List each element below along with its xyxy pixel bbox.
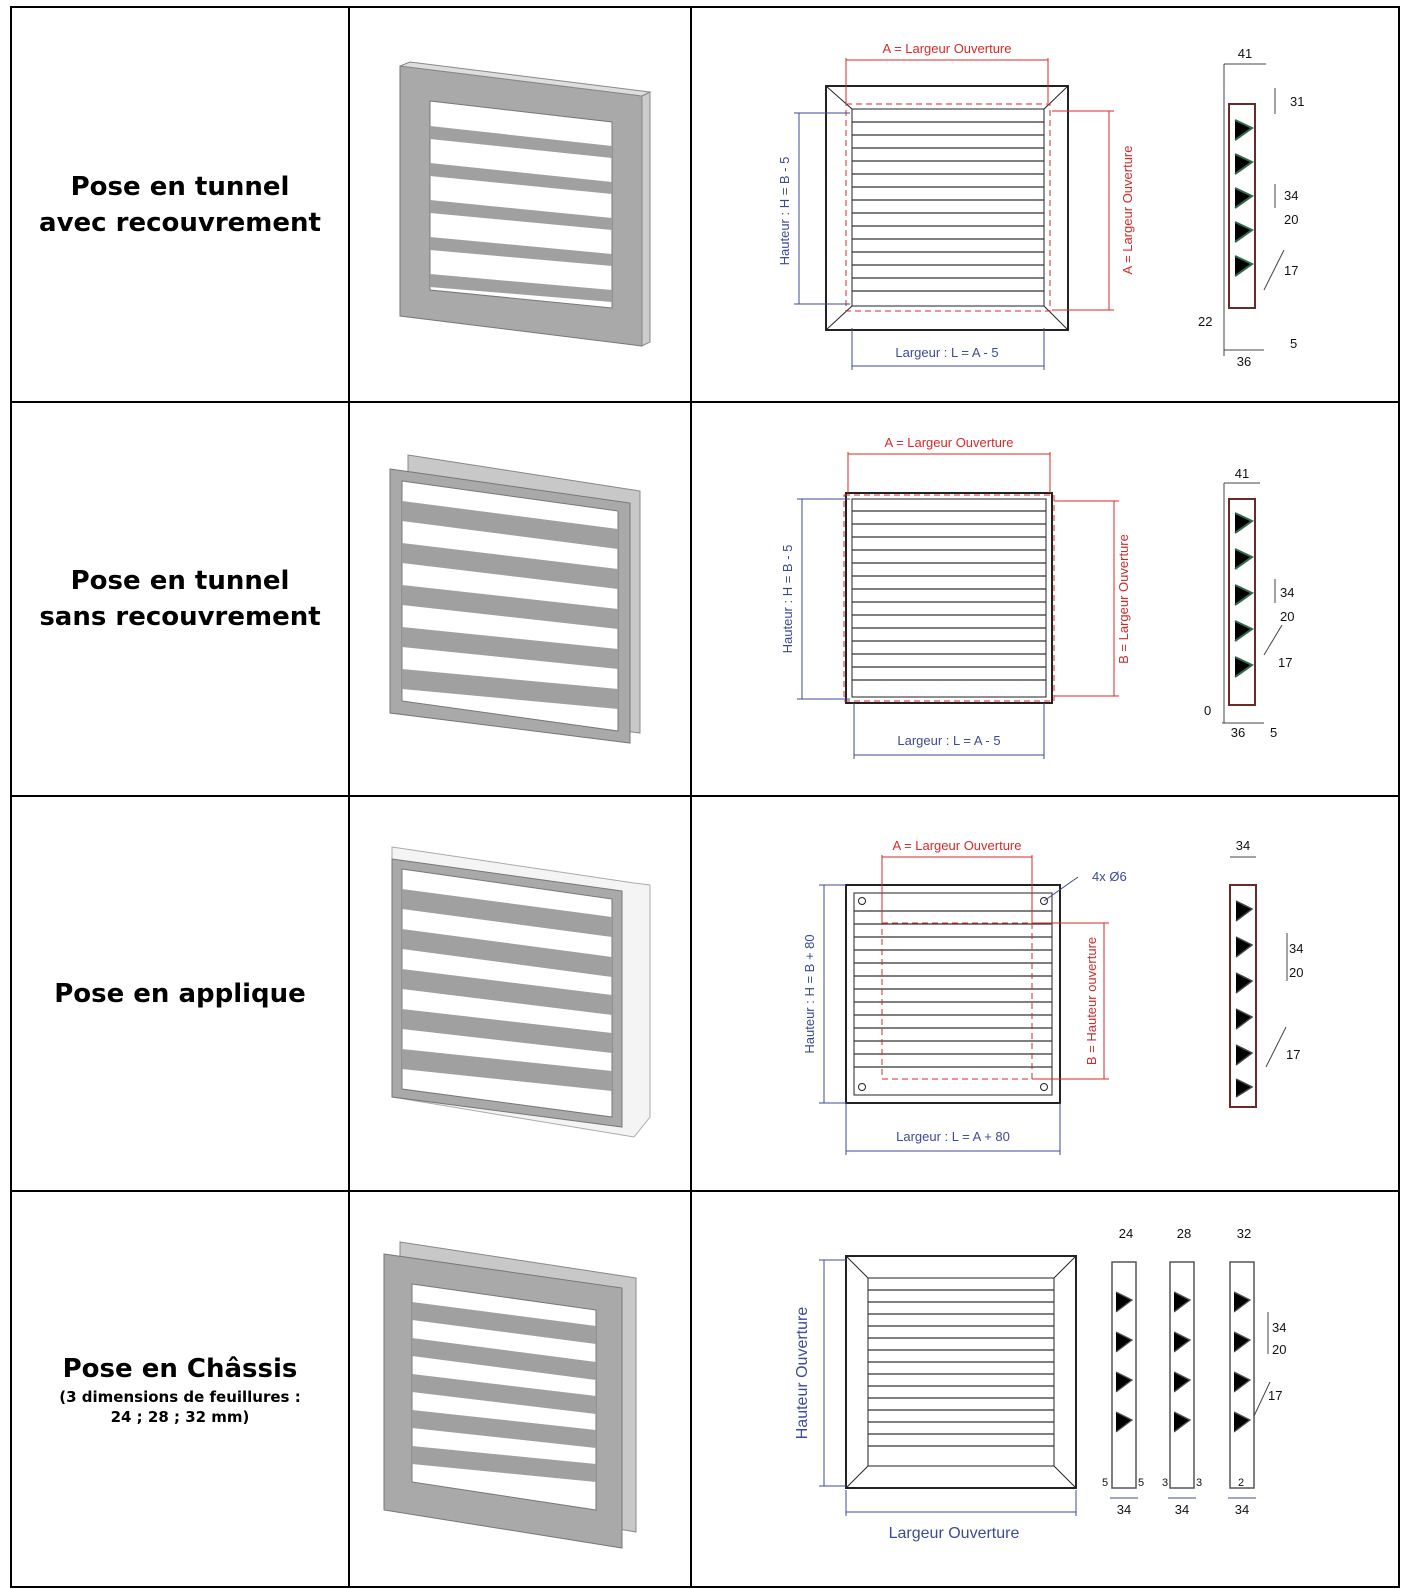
profile-dimension: 17: [1284, 263, 1298, 278]
louvre-illustration: [399, 61, 652, 347]
row-title: Pose en tunnel sans recouvrement: [12, 563, 348, 635]
profile-dimension: 36: [1237, 354, 1251, 369]
bottom-dimension-label: Largeur : L = A - 5: [897, 733, 1000, 748]
louvre-illustration: [389, 454, 641, 744]
top-dimension-label: A = Largeur Ouverture: [885, 435, 1014, 450]
product-image-cell: [348, 401, 692, 797]
profile-dimension: 31: [1290, 94, 1304, 109]
profile-offset: 2: [1238, 1477, 1244, 1489]
row-title: Pose en Châssis (3 dimensions de feuillu…: [12, 1351, 348, 1427]
profile-dimension: 34: [1236, 838, 1250, 853]
profile-offset: 3: [1196, 1477, 1202, 1489]
profile-section: 41 34 20 17 0 36 5: [1204, 466, 1294, 740]
technical-drawing-cell: A = Largeur Ouverture A = Largeur Ouvert…: [690, 6, 1400, 403]
profile-dimension: 41: [1238, 46, 1252, 61]
label-cell: Pose en applique: [10, 795, 350, 1192]
technical-drawing: A = Largeur Ouverture B = Largeur Ouvert…: [780, 435, 1294, 759]
installation-table: Pose en tunnel avec recouvrement: [10, 6, 1400, 1588]
label-cell: Pose en tunnel sans recouvrement: [10, 401, 350, 797]
profile-offset: 3: [1162, 1477, 1168, 1489]
right-dimension-label: B = Hauteur ouverture: [1084, 937, 1099, 1065]
product-image-cell: [348, 6, 692, 403]
profile-depth-label: 34: [1175, 1502, 1189, 1517]
louvre-illustration: [383, 1241, 637, 1549]
table-row: Pose en Châssis (3 dimensions de feuillu…: [10, 1190, 1400, 1588]
profile-dimension: 34: [1280, 585, 1294, 600]
label-cell: Pose en tunnel avec recouvrement: [10, 6, 350, 403]
profile-width-label: 24: [1119, 1226, 1133, 1241]
technical-drawing-cell: A = Largeur Ouverture B = Largeur Ouvert…: [690, 401, 1400, 797]
left-dimension-label: Hauteur Ouverture: [794, 1307, 811, 1440]
table-row: Pose en tunnel avec recouvrement: [10, 6, 1400, 403]
profile-dimension: 36: [1231, 725, 1245, 740]
row-title-line: sans recouvrement: [39, 602, 321, 632]
profile-dimension: 0: [1204, 703, 1211, 718]
row-title-line: Pose en Châssis: [62, 1354, 298, 1384]
profile-width-label: 28: [1177, 1226, 1191, 1241]
top-dimension-label: A = Largeur Ouverture: [893, 838, 1022, 853]
right-dimension-label: B = Largeur Ouverture: [1116, 534, 1131, 664]
profile-dimension: 41: [1235, 466, 1249, 481]
louvre-illustration: [391, 846, 651, 1138]
profile-offset: 5: [1102, 1477, 1108, 1489]
profile-section: 41 31 34 20 17 22 5 36: [1198, 46, 1304, 369]
profile-dimension: 5: [1290, 336, 1297, 351]
profile-dimension: 17: [1268, 1388, 1282, 1403]
technical-drawing: A = Largeur Ouverture 4x Ø6 B = Hauteur …: [802, 838, 1303, 1155]
profile-section: 24 28 32 34 20 17 5 5 3 3 2 34: [1102, 1226, 1286, 1517]
profile-dimension: 20: [1284, 212, 1298, 227]
profile-dimension: 20: [1289, 965, 1303, 980]
bottom-dimension-label: Largeur : L = A + 80: [896, 1129, 1010, 1144]
row-title-line: Pose en applique: [54, 978, 306, 1009]
table-row: Pose en tunnel sans recouvrement: [10, 401, 1400, 797]
right-dimension-label: A = Largeur Ouverture: [1120, 146, 1135, 275]
profile-depth-label: 34: [1235, 1502, 1249, 1517]
technical-drawing-cell: A = Largeur Ouverture 4x Ø6 B = Hauteur …: [690, 795, 1400, 1192]
profile-dimension: 5: [1270, 725, 1277, 740]
row-title-line: avec recouvrement: [39, 207, 321, 238]
hole-note-label: 4x Ø6: [1092, 869, 1127, 884]
profile-dimension: 34: [1284, 188, 1298, 203]
profile-depth-label: 34: [1117, 1502, 1131, 1517]
technical-drawing: A = Largeur Ouverture A = Largeur Ouvert…: [777, 41, 1304, 370]
profile-offset: 5: [1138, 1477, 1144, 1489]
row-subtitle-line: (3 dimensions de feuillures :: [59, 1388, 301, 1406]
profile-dimension: 20: [1280, 609, 1294, 624]
top-dimension-label: A = Largeur Ouverture: [883, 41, 1012, 56]
technical-drawing-cell: Hauteur Ouverture Largeur Ouverture 24 2…: [690, 1190, 1400, 1588]
louvre-blades: [402, 889, 612, 1091]
louvre-blades: [402, 501, 618, 709]
bottom-dimension-label: Largeur : L = A - 5: [895, 345, 998, 360]
profile-dimension: 17: [1286, 1047, 1300, 1062]
row-title: Pose en tunnel avec recouvrement: [12, 169, 348, 241]
profile-dimension: 34: [1272, 1320, 1286, 1335]
product-image-cell: [348, 1190, 692, 1588]
product-image-cell: [348, 795, 692, 1192]
louvre-blades: [412, 1302, 596, 1482]
technical-drawing: Hauteur Ouverture Largeur Ouverture 24 2…: [794, 1226, 1286, 1542]
left-dimension-label: Hauteur : H = B + 80: [802, 934, 817, 1053]
row-title-line: Pose en tunnel: [70, 566, 290, 596]
louvre-blades: [430, 126, 612, 302]
left-dimension-label: Hauteur : H = B - 5: [777, 157, 792, 266]
profile-dimension: 34: [1289, 941, 1303, 956]
row-subtitle-line: 24 ; 28 ; 32 mm): [110, 1408, 250, 1426]
table-row: Pose en applique: [10, 795, 1400, 1192]
profile-section: 34 34 20 17: [1229, 838, 1303, 1108]
label-cell: Pose en Châssis (3 dimensions de feuillu…: [10, 1190, 350, 1588]
row-title-line: Pose en tunnel: [70, 171, 290, 202]
bottom-dimension-label: Largeur Ouverture: [889, 1525, 1020, 1542]
row-title: Pose en applique: [12, 976, 348, 1012]
profile-dimension: 17: [1278, 655, 1292, 670]
profile-width-label: 32: [1237, 1226, 1251, 1241]
profile-dimension: 22: [1198, 314, 1212, 329]
profile-dimension: 20: [1272, 1342, 1286, 1357]
left-dimension-label: Hauteur : H = B - 5: [780, 545, 795, 654]
